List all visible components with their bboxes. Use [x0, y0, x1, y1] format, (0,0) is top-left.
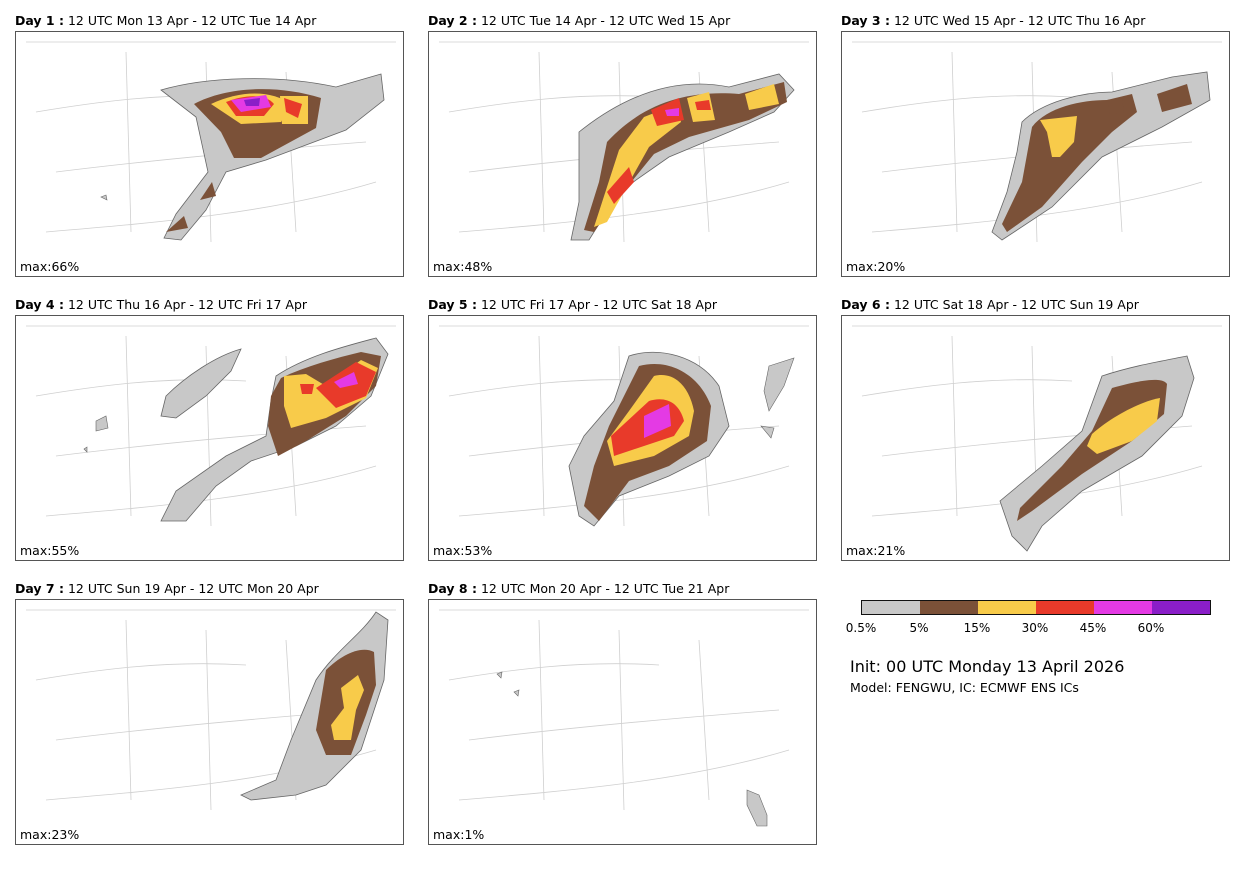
map-day1: max:66% [15, 31, 404, 277]
map-day5: max:53% [428, 315, 817, 561]
legend-swatch [862, 601, 920, 614]
legend-swatch [1094, 601, 1152, 614]
legend-tick: 5% [909, 621, 929, 635]
legend-tick: 30% [1021, 621, 1049, 635]
map-svg-day3 [852, 41, 1222, 243]
map-day4: max:55% [15, 315, 404, 561]
map-day2: max:48% [428, 31, 817, 277]
max-label-day5: max:53% [433, 543, 493, 558]
panel-title-day5: Day 5 : 12 UTC Fri 17 Apr - 12 UTC Sat 1… [428, 297, 718, 312]
map-day8: max:1% [428, 599, 817, 845]
panel-title-day7: Day 7 : 12 UTC Sun 19 Apr - 12 UTC Mon 2… [15, 581, 319, 596]
model-info: Model: FENGWU, IC: ECMWF ENS ICs [850, 680, 1079, 695]
init-time: Init: 00 UTC Monday 13 April 2026 [850, 657, 1125, 676]
legend-tick: 0.5% [845, 621, 877, 635]
panel-title-day1: Day 1 : 12 UTC Mon 13 Apr - 12 UTC Tue 1… [15, 13, 317, 28]
panel-title-day8: Day 8 : 12 UTC Mon 20 Apr - 12 UTC Tue 2… [428, 581, 730, 596]
legend-swatch [1152, 601, 1210, 614]
map-day7: max:23% [15, 599, 404, 845]
map-svg-day1 [26, 41, 396, 243]
legend-colorbar [861, 600, 1211, 615]
panel-title-day4: Day 4 : 12 UTC Thu 16 Apr - 12 UTC Fri 1… [15, 297, 308, 312]
legend-swatch [1036, 601, 1094, 614]
map-day6: max:21% [841, 315, 1230, 561]
map-svg-day5 [439, 325, 809, 527]
legend-tick: 60% [1137, 621, 1165, 635]
legend-tick: 15% [963, 621, 991, 635]
map-svg-day2 [439, 41, 809, 243]
max-label-day8: max:1% [433, 827, 485, 842]
map-svg-day8 [439, 609, 809, 827]
panel-title-day6: Day 6 : 12 UTC Sat 18 Apr - 12 UTC Sun 1… [841, 297, 1139, 312]
panel-title-day2: Day 2 : 12 UTC Tue 14 Apr - 12 UTC Wed 1… [428, 13, 731, 28]
map-svg-day4 [26, 325, 396, 527]
legend-tick: 45% [1079, 621, 1107, 635]
legend-swatch [978, 601, 1036, 614]
map-day3: max:20% [841, 31, 1230, 277]
max-label-day7: max:23% [20, 827, 80, 842]
color-legend: 0.5% 5% 15% 30% 45% 60% [846, 600, 1211, 635]
max-label-day6: max:21% [846, 543, 906, 558]
max-label-day1: max:66% [20, 259, 80, 274]
max-label-day4: max:55% [20, 543, 80, 558]
max-label-day2: max:48% [433, 259, 493, 274]
map-svg-day7 [26, 609, 396, 811]
panel-title-day3: Day 3 : 12 UTC Wed 15 Apr - 12 UTC Thu 1… [841, 13, 1146, 28]
legend-swatch [920, 601, 978, 614]
max-label-day3: max:20% [846, 259, 906, 274]
map-svg-day6 [852, 325, 1222, 552]
